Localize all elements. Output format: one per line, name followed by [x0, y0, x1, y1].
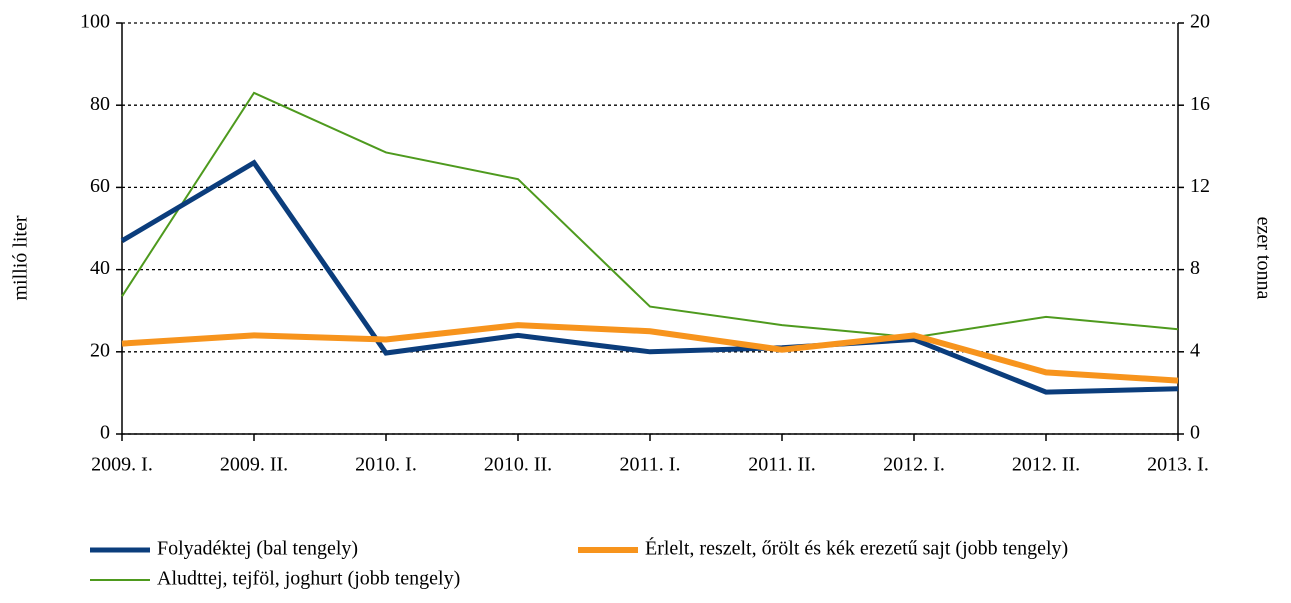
y-tick-label: 100 [80, 11, 110, 33]
x-tick-label: 2011. II. [748, 454, 816, 476]
y-tick-label: 80 [90, 93, 110, 115]
y-tick-label: 60 [90, 175, 110, 197]
y2-tick-label: 0 [1190, 422, 1200, 444]
x-tick-label: 2009. II. [220, 454, 288, 476]
y2-tick-label: 8 [1190, 257, 1200, 279]
series-line [121, 91, 1179, 339]
x-tick-label: 2012. I. [883, 454, 945, 476]
x-tick-label: 2009. I. [91, 454, 153, 476]
legend-label: Folyadéktej (bal tengely) [157, 538, 358, 560]
y-tick-label: 40 [90, 257, 110, 279]
y2-axis-label: ezer tonna [1252, 217, 1274, 300]
legend-label: Aludttej, tejföl, joghurt (jobb tengely) [157, 568, 460, 590]
y2-tick-label: 16 [1190, 93, 1210, 115]
y-tick-label: 0 [100, 422, 110, 444]
y2-tick-label: 4 [1190, 339, 1200, 361]
legend-label: Érlelt, reszelt, őrölt és kék erezetű sa… [645, 537, 1068, 560]
series-line [120, 159, 1179, 395]
y2-tick-label: 12 [1190, 175, 1210, 197]
series-line [121, 322, 1179, 384]
y-axis-label: millió liter [10, 215, 32, 300]
x-tick-label: 2013. I. [1147, 454, 1209, 476]
y-tick-label: 20 [90, 339, 110, 361]
x-tick-label: 2011. I. [620, 454, 681, 476]
x-tick-label: 2010. II. [484, 454, 552, 476]
y2-tick-label: 20 [1190, 11, 1210, 33]
x-tick-label: 2010. I. [355, 454, 417, 476]
x-tick-label: 2012. II. [1012, 454, 1080, 476]
